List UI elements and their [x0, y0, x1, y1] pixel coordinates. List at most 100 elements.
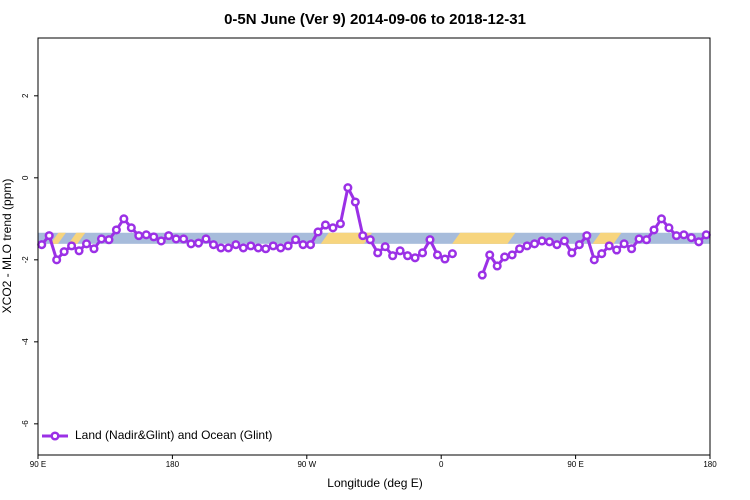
point: [567, 248, 577, 258]
point: [238, 243, 248, 253]
x-tick-label: 90 E: [30, 460, 46, 469]
point: [216, 243, 226, 253]
x-tick-label: 90 W: [297, 460, 316, 469]
point: [96, 234, 107, 244]
point: [335, 219, 345, 229]
chart-title: 0-5N June (Ver 9) 2014-09-06 to 2018-12-…: [224, 11, 526, 28]
point: [477, 270, 487, 280]
land-segment: [68, 232, 86, 244]
point: [500, 252, 510, 262]
point: [552, 240, 562, 250]
point: [649, 225, 659, 235]
x-tick-label: 0: [439, 460, 444, 469]
legend-label: Land (Nadir&Glint) and Ocean (Glint): [75, 428, 272, 442]
land-segment: [50, 232, 66, 244]
land-segment: [592, 232, 622, 244]
point: [104, 235, 114, 245]
plot-frame: [37, 37, 711, 456]
y-tick-label: -6: [21, 420, 30, 428]
point: [701, 230, 711, 240]
point: [52, 255, 62, 265]
point: [89, 244, 99, 254]
point: [365, 235, 375, 245]
point: [343, 183, 353, 193]
point: [305, 240, 316, 250]
legend-marker: [50, 431, 60, 441]
point: [193, 238, 204, 248]
point: [679, 230, 689, 240]
point: [350, 197, 360, 207]
point: [395, 246, 405, 256]
point: [417, 248, 428, 258]
x-tick-label: 180: [703, 460, 717, 469]
point: [328, 223, 338, 233]
point: [261, 244, 271, 254]
point: [119, 214, 129, 224]
point: [111, 225, 121, 235]
point: [320, 220, 331, 230]
point: [156, 236, 166, 246]
point: [231, 240, 241, 250]
point: [223, 243, 233, 253]
point: [201, 234, 211, 244]
point: [276, 243, 286, 253]
point: [507, 250, 517, 260]
point: [246, 241, 256, 251]
x-tick-label: 180: [166, 460, 180, 469]
point: [37, 240, 47, 250]
point: [485, 250, 495, 260]
point: [671, 231, 681, 241]
point: [447, 249, 457, 259]
point: [656, 214, 667, 224]
point: [664, 223, 674, 233]
point: [686, 233, 696, 243]
point: [358, 231, 368, 241]
point: [126, 223, 136, 233]
x-tick-label: 90 E: [567, 460, 583, 469]
point: [582, 231, 592, 241]
point: [440, 254, 450, 264]
land-segment: [452, 232, 516, 244]
point: [619, 239, 629, 249]
point: [492, 261, 502, 271]
point: [208, 240, 219, 250]
point: [373, 248, 383, 258]
y-tick-label: -4: [21, 338, 30, 346]
point: [179, 234, 189, 244]
point: [403, 251, 413, 261]
point: [574, 240, 584, 250]
point: [134, 231, 144, 241]
point: [149, 232, 159, 242]
point: [253, 243, 263, 253]
point: [164, 231, 174, 241]
point: [559, 236, 569, 246]
point: [537, 236, 547, 246]
point: [313, 227, 323, 237]
point: [597, 249, 607, 259]
point: [589, 255, 599, 265]
point: [283, 241, 293, 251]
point: [67, 241, 77, 251]
point: [380, 242, 390, 252]
point: [529, 239, 540, 249]
point: [44, 231, 54, 241]
point: [634, 234, 644, 244]
point: [74, 246, 84, 256]
y-tick-label: 2: [21, 93, 30, 98]
point: [432, 250, 443, 260]
point: [627, 244, 637, 254]
point: [81, 239, 92, 249]
point: [694, 237, 704, 247]
point: [612, 245, 622, 255]
point: [141, 230, 151, 240]
point: [186, 239, 196, 249]
point: [298, 240, 308, 250]
point: [604, 241, 614, 251]
y-tick-label: -2: [21, 256, 30, 264]
point: [544, 237, 555, 247]
point: [522, 241, 532, 251]
point: [171, 234, 181, 244]
point: [641, 235, 652, 245]
y-tick-label: 0: [21, 175, 30, 180]
